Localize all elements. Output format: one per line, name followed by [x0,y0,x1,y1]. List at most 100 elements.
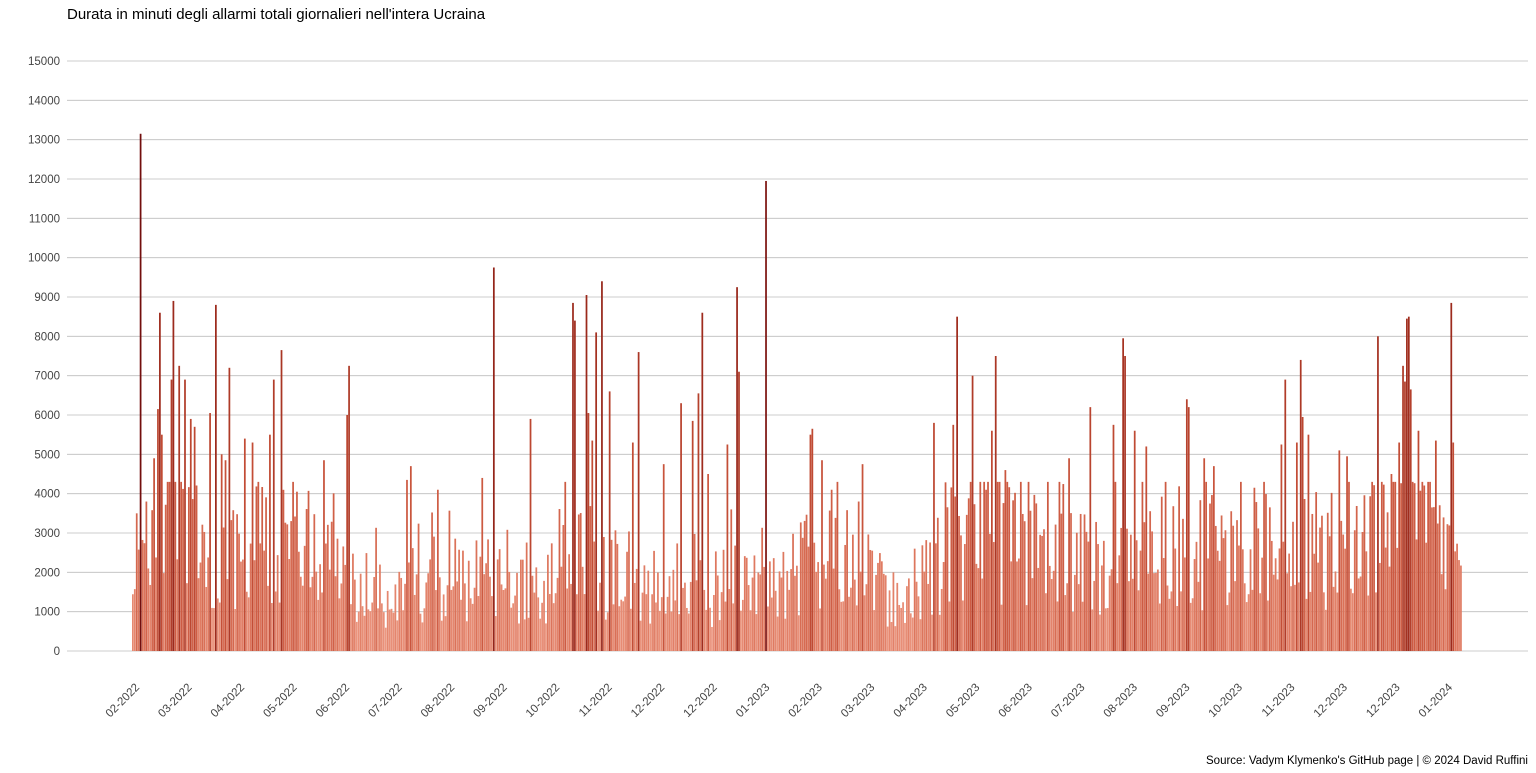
bar [869,549,872,651]
bar [973,504,976,651]
bar [562,525,565,651]
bar [770,597,773,651]
bar [139,133,142,651]
bar [1234,581,1236,651]
bar [691,420,694,651]
bar [550,543,553,651]
bar [390,608,393,651]
bar [566,588,569,651]
bar [612,604,615,651]
bar [684,582,686,651]
bar [1255,502,1258,651]
bar [1126,528,1128,651]
bar [1367,595,1370,651]
x-tick-label: 01-2023 [734,682,772,720]
bar [353,579,356,651]
bar [1446,524,1449,651]
bar [483,574,486,651]
bar [794,575,796,651]
bar [1272,574,1275,651]
bar [1052,570,1055,651]
bar [693,533,696,651]
bar [464,583,466,651]
bar [967,498,970,651]
bar [299,576,302,651]
bar [245,591,248,651]
bar [427,573,430,651]
bar [402,610,404,651]
bar [224,460,227,651]
bar [718,620,721,651]
bar [824,578,827,651]
bar [730,509,733,651]
bar [1116,583,1119,651]
bar [1108,575,1111,651]
bar [1160,496,1163,651]
bar [166,481,169,651]
bar [1124,356,1126,651]
bar [1454,551,1457,651]
bar [157,409,159,651]
bar [1027,481,1030,651]
bar [143,543,146,651]
bar [1251,589,1254,651]
bar [1085,531,1088,651]
bar [1421,481,1424,651]
bar [788,589,791,651]
bar [321,592,323,651]
bar [668,576,671,651]
bar [1297,582,1300,651]
bar [1056,601,1059,651]
bar [357,611,360,651]
bar [1375,592,1377,651]
bar [365,553,368,651]
bar [527,617,530,651]
bar [438,577,441,651]
bar [1195,541,1198,651]
bar [774,590,777,651]
bar [1290,586,1292,651]
bar [631,442,634,651]
bar [363,615,366,651]
bar [892,572,895,651]
bar [1452,442,1455,651]
bar [234,609,237,651]
bar [1396,547,1399,651]
bar [1106,608,1109,651]
bar [1355,505,1358,651]
bar [894,626,897,651]
bar [133,589,136,651]
bar [709,607,711,651]
bar [956,316,958,651]
bar [1155,572,1157,651]
bar [462,550,464,651]
bar [975,563,978,651]
bar [1176,606,1179,651]
bar [1350,588,1352,651]
bar [325,543,327,651]
bar [755,614,758,651]
bar [170,379,173,651]
bar [442,594,445,651]
bar [458,549,460,651]
x-tick-label: 10-2023 [1207,682,1245,720]
bar [942,562,945,651]
y-tick-label: 1000 [34,607,60,619]
bar [674,600,677,651]
bar [1199,500,1202,651]
bar [382,612,385,651]
bar [859,571,862,651]
bar [489,576,491,651]
bar [147,568,150,651]
bar [1232,525,1235,651]
bar [1021,513,1024,651]
bar [1014,492,1016,651]
bar [790,569,792,651]
bar [1122,338,1124,651]
bar [323,460,325,651]
bar [1267,600,1269,651]
bar [1442,517,1445,651]
bar [1072,611,1074,651]
y-axis-ticks: 0 1000 2000 3000 4000 5000 6000 7000 8000 9000 100… [28,56,60,658]
